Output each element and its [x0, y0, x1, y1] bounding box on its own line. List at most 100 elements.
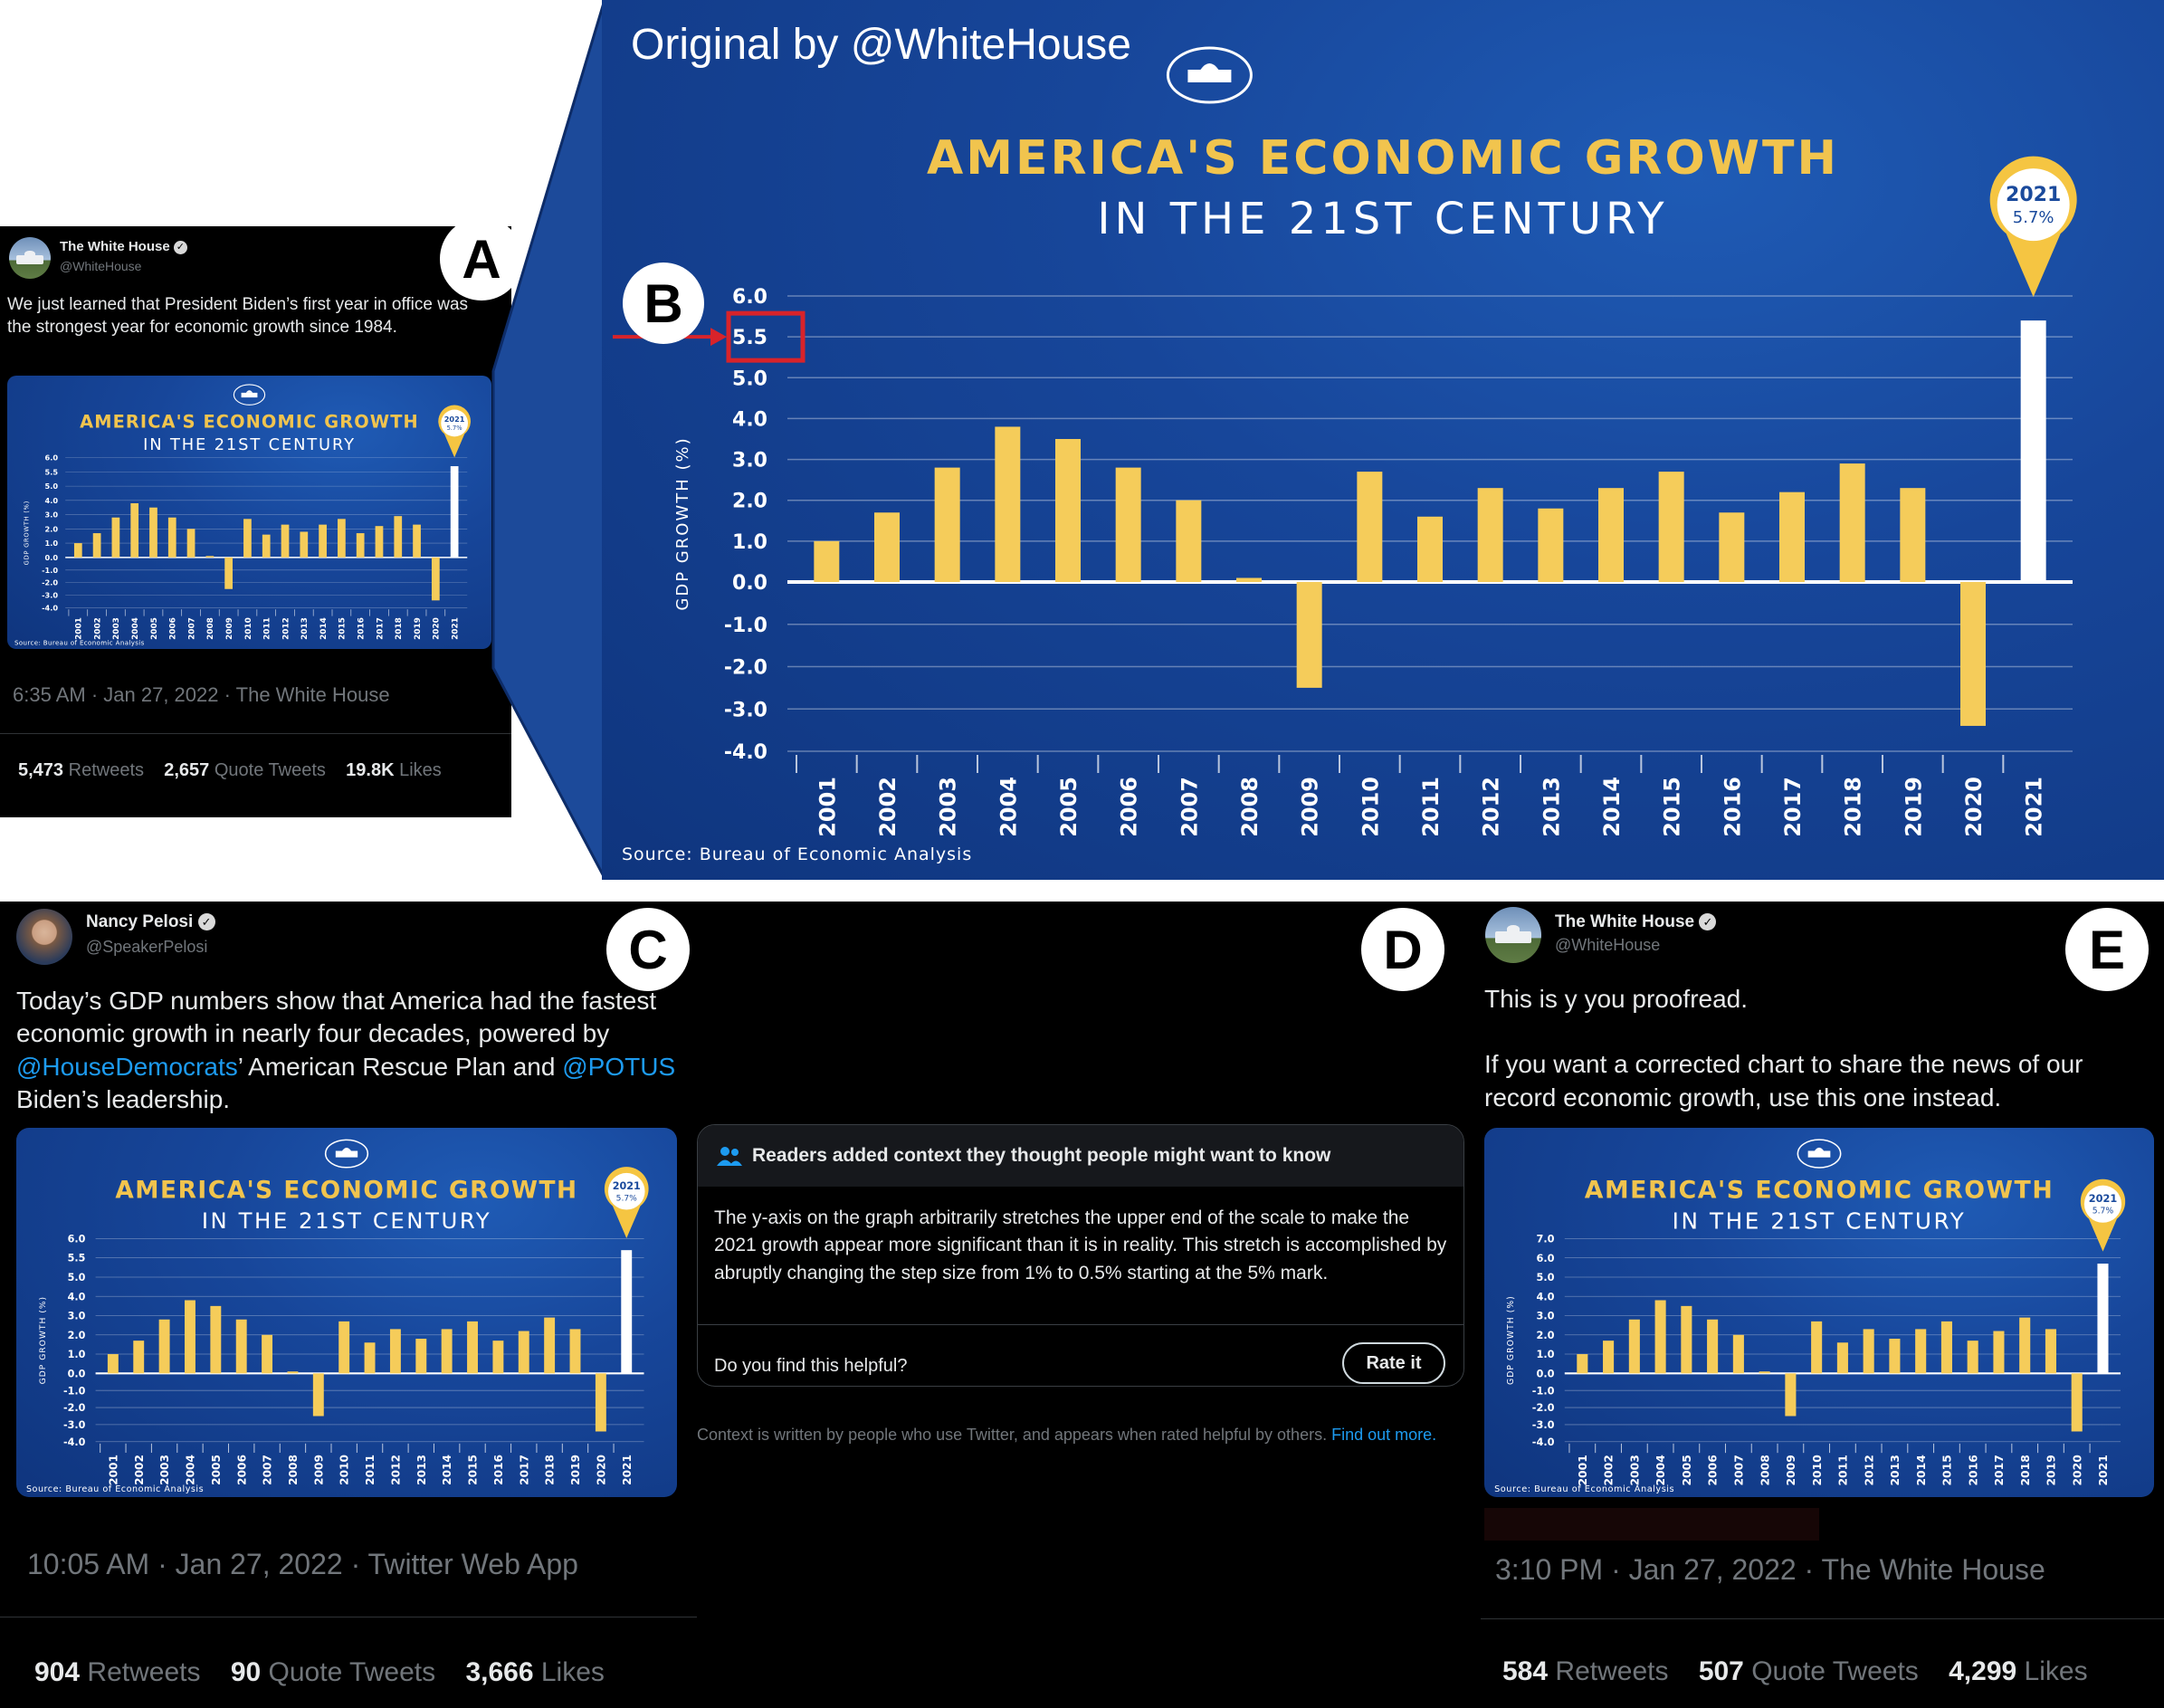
quote-count[interactable]: 2,657 — [164, 760, 210, 780]
bar-2004 — [185, 1300, 195, 1374]
y-tick-label: 6.0 — [1536, 1253, 1554, 1264]
tweet-timestamp[interactable]: 6:35 AM · Jan 27, 2022 · The White House — [13, 683, 390, 706]
whitehouse-avatar[interactable] — [1485, 907, 1541, 963]
tweet-e-chart-image[interactable]: AMERICA'S ECONOMIC GROWTH IN THE 21ST CEN… — [1484, 1128, 2154, 1497]
x-tick-label: 2016 — [1967, 1455, 1979, 1485]
author-handle[interactable]: @WhiteHouse — [1555, 936, 1661, 954]
bar-2016 — [1719, 512, 1745, 582]
bar-2006 — [1115, 467, 1141, 582]
bar-2007 — [186, 529, 195, 558]
divider — [698, 1324, 1463, 1325]
find-out-more-link[interactable]: Find out more. — [1331, 1426, 1437, 1444]
highlight-value-label: 5.7% — [2013, 208, 2054, 227]
bar-2001 — [107, 1354, 119, 1374]
y-tick-label: 1.0 — [1536, 1349, 1554, 1360]
seal-building — [1807, 1150, 1831, 1158]
author-handle[interactable]: @WhiteHouse — [60, 259, 142, 273]
x-tick-label: 2006 — [235, 1455, 248, 1485]
like-count[interactable]: 3,666 — [465, 1657, 534, 1687]
x-tick-label: 2018 — [395, 617, 404, 640]
x-tick-label: 2008 — [287, 1455, 300, 1485]
bar-2001 — [814, 540, 840, 582]
x-tick-label: 2009 — [1785, 1455, 1797, 1485]
seal-building — [241, 392, 258, 398]
y-tick-label: 5.0 — [732, 367, 767, 390]
bar-2011 — [262, 534, 271, 558]
bar-2020 — [595, 1373, 606, 1432]
chart-caption: Original by @WhiteHouse — [631, 21, 1131, 69]
x-tick-label: 2001 — [107, 1455, 119, 1485]
bar-2020 — [431, 557, 440, 601]
x-tick-label: 2021 — [621, 1455, 634, 1485]
x-tick-label: 2009 — [225, 617, 234, 640]
highlight-pin-inner — [1997, 168, 2070, 242]
retweet-count[interactable]: 904 — [34, 1657, 81, 1687]
mention-housedemocrats[interactable]: @HouseDemocrats — [16, 1052, 238, 1081]
tweet-stats: 584 Retweets 507 Quote Tweets 4,299 Like… — [1502, 1656, 2088, 1687]
quote-count[interactable]: 507 — [1698, 1656, 1744, 1686]
x-tick-label: 2002 — [875, 777, 901, 837]
bar-2014 — [1598, 488, 1624, 582]
retweet-count[interactable]: 584 — [1502, 1656, 1549, 1686]
bar-2016 — [492, 1341, 504, 1374]
y-tick-label: 0.0 — [68, 1368, 86, 1379]
x-tick-label: 2010 — [1358, 777, 1383, 837]
bar-2017 — [1993, 1331, 2005, 1374]
bar-2002 — [133, 1341, 145, 1374]
bar-2017 — [375, 526, 384, 558]
mention-potus[interactable]: @POTUS — [562, 1052, 676, 1081]
x-tick-label: 2004 — [996, 777, 1021, 837]
bar-2006 — [167, 517, 176, 558]
pelosi-avatar[interactable] — [16, 909, 72, 965]
bar-2011 — [364, 1342, 376, 1374]
tweet-a-panel: The White House ✓ @WhiteHouse We just le… — [0, 226, 511, 817]
like-count[interactable]: 4,299 — [1949, 1656, 2017, 1686]
author-name[interactable]: The White House ✓ — [60, 239, 187, 254]
whitehouse-avatar[interactable] — [9, 237, 51, 279]
quote-count[interactable]: 90 — [230, 1657, 262, 1687]
tweet-a-chart-image[interactable]: AMERICA'S ECONOMIC GROWTH IN THE 21ST CEN… — [7, 376, 491, 649]
tweet-c-chart-image[interactable]: AMERICA'S ECONOMIC GROWTH IN THE 21ST CEN… — [16, 1128, 677, 1497]
retweet-count[interactable]: 5,473 — [18, 760, 64, 780]
tweet-stats: 5,473 Retweets 2,657 Quote Tweets 19.8K … — [18, 760, 442, 781]
x-tick-label: 2002 — [93, 617, 102, 640]
x-tick-label: 2006 — [1707, 1455, 1720, 1485]
highlight-year-label: 2021 — [613, 1180, 641, 1192]
bar-2021 — [621, 1250, 633, 1374]
label-d: D — [1361, 908, 1444, 991]
main-chart: AMERICA'S ECONOMIC GROWTH IN THE 21ST CEN… — [613, 46, 2077, 864]
rate-it-button[interactable]: Rate it — [1342, 1342, 1445, 1384]
bar-2009 — [312, 1373, 324, 1417]
author-name[interactable]: Nancy Pelosi ✓ — [86, 912, 215, 932]
author-handle[interactable]: @SpeakerPelosi — [86, 938, 208, 956]
highlight-year-label: 2021 — [444, 415, 465, 424]
x-tick-label: 2005 — [150, 617, 159, 640]
x-tick-label: 2013 — [300, 617, 310, 640]
bar-2021 — [2020, 320, 2046, 582]
tweet-timestamp[interactable]: 3:10 PM · Jan 27, 2022 · The White House — [1495, 1553, 2045, 1586]
y-tick-label: 6.0 — [68, 1233, 86, 1245]
bar-2019 — [569, 1329, 581, 1374]
divider — [0, 733, 511, 734]
y-tick-label: -4.0 — [63, 1436, 86, 1448]
x-tick-label: 2014 — [441, 1455, 453, 1485]
x-tick-label: 2004 — [185, 1455, 197, 1485]
bar-2017 — [1779, 491, 1805, 582]
quotes-label: Quote Tweets — [1751, 1656, 1919, 1686]
x-tick-label: 2002 — [133, 1455, 146, 1485]
bar-2015 — [467, 1321, 478, 1374]
author-name[interactable]: The White House ✓ — [1555, 912, 1717, 932]
verified-icon: ✓ — [173, 240, 187, 254]
highlight-value-label: 5.7% — [447, 425, 462, 432]
y-tick-label: 4.0 — [732, 408, 767, 431]
y-tick-label: 5.0 — [45, 482, 59, 491]
y-axis-label: GDP GROWTH (%) — [1506, 1295, 1516, 1385]
y-axis-label: GDP GROWTH (%) — [23, 501, 30, 565]
like-count[interactable]: 19.8K — [346, 760, 395, 780]
bar-2016 — [1967, 1341, 1978, 1374]
y-tick-label: -4.0 — [1532, 1436, 1555, 1448]
tweet-stats: 904 Retweets 90 Quote Tweets 3,666 Likes — [34, 1657, 605, 1688]
bar-2018 — [2019, 1317, 2031, 1374]
tweet-timestamp[interactable]: 10:05 AM · Jan 27, 2022 · Twitter Web Ap… — [27, 1548, 578, 1580]
y-tick-label: -2.0 — [42, 578, 58, 587]
